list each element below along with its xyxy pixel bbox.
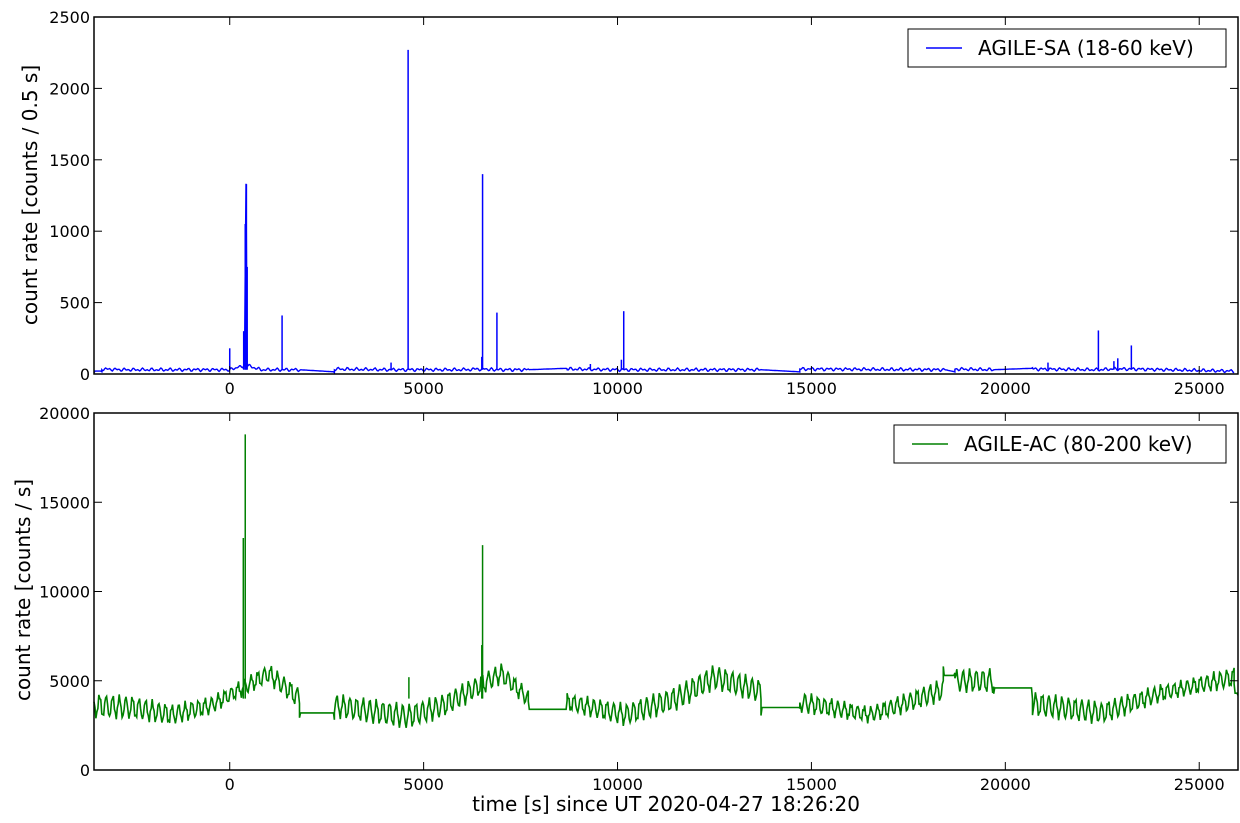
- ac-x-tick-label: 10000: [592, 775, 643, 794]
- sa-x-tick-label: 10000: [592, 379, 643, 398]
- x-axis-label: time [s] since UT 2020-04-27 18:26:20: [472, 792, 860, 816]
- sa-y-axis-label: count rate [counts / 0.5 s]: [18, 65, 42, 325]
- ac-y-tick-label: 10000: [39, 583, 90, 602]
- sa-panel: 0 5000 10000 15000 20000 25000 0 500 1000 1500 200…: [18, 8, 1239, 398]
- ac-x-tick-label: 0: [225, 775, 235, 794]
- sa-x-tick-label: 15000: [786, 379, 837, 398]
- sa-y-tick-label: 2500: [49, 8, 90, 27]
- sa-x-tick-label: 20000: [980, 379, 1031, 398]
- ac-y-tick-label: 20000: [39, 404, 90, 423]
- sa-plot-background: [94, 17, 1238, 374]
- sa-series-line: [93, 183, 1235, 375]
- ac-y-tick-label: 0: [80, 761, 90, 780]
- sa-x-tick-label: 0: [225, 379, 235, 398]
- ac-legend-box: [893, 424, 1227, 464]
- ac-legend-label: AGILE-AC (80-200 keV): [964, 432, 1193, 456]
- sa-x-tick-label: 5000: [403, 379, 444, 398]
- sa-plot-frame: [93, 16, 1239, 375]
- sa-data-layer: [93, 49, 1235, 375]
- ac-data-layer: [93, 434, 1239, 728]
- sa-y-tick-label: 500: [59, 294, 90, 313]
- sa-legend: AGILE-SA (18-60 keV): [907, 28, 1227, 68]
- ac-y-tick-label: 5000: [49, 672, 90, 691]
- ac-x-tick-label: 15000: [786, 775, 837, 794]
- sa-y-tick-label: 1000: [49, 222, 90, 241]
- ac-y-axis-label: count rate [counts / s]: [11, 479, 35, 701]
- ac-x-tick-label: 5000: [403, 775, 444, 794]
- ac-legend: AGILE-AC (80-200 keV): [893, 424, 1227, 464]
- ac-panel: 0 5000 10000 15000 20000 25000 0 5000 10000 15000…: [11, 404, 1239, 794]
- sa-x-tick-label: 25000: [1174, 379, 1225, 398]
- sa-y-tick-label: 1500: [49, 151, 90, 170]
- ac-series-line: [93, 663, 1239, 728]
- sa-legend-label: AGILE-SA (18-60 keV): [978, 36, 1194, 60]
- sa-tick-layer: 0 5000 10000 15000 20000 25000 0 500 1000 1500 200…: [49, 8, 1238, 398]
- ac-y-tick-label: 15000: [39, 493, 90, 512]
- ac-tick-layer: 0 5000 10000 15000 20000 25000 0 5000 10000 15000…: [39, 404, 1238, 794]
- ac-x-tick-label: 20000: [980, 775, 1031, 794]
- sa-y-tick-label: 0: [80, 365, 90, 384]
- ac-x-tick-label: 25000: [1174, 775, 1225, 794]
- sa-y-tick-label: 2000: [49, 79, 90, 98]
